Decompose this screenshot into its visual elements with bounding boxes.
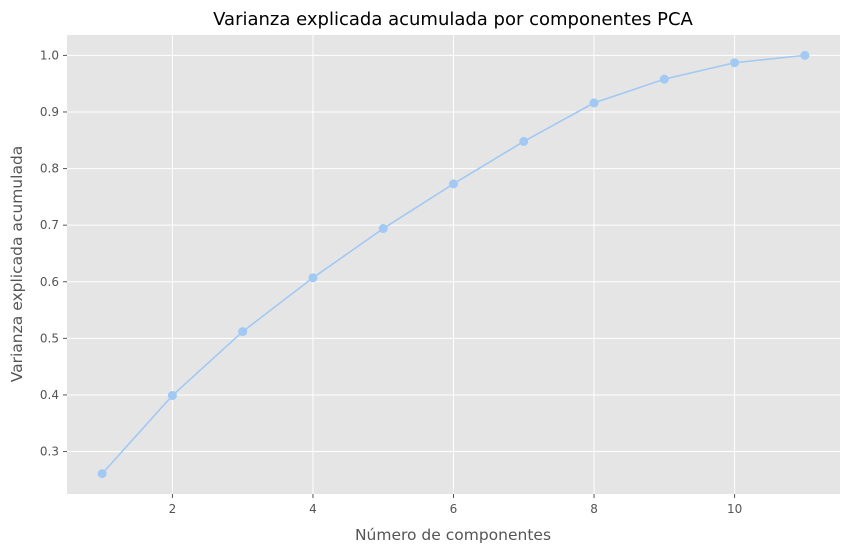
series — [97, 50, 810, 479]
data-point — [238, 327, 248, 337]
data-point — [589, 98, 599, 108]
x-tick-label: 10 — [727, 502, 742, 516]
data-point — [519, 136, 529, 146]
y-tick-label: 0.8 — [40, 162, 59, 176]
data-point — [659, 74, 669, 84]
y-tick-label: 0.3 — [40, 445, 59, 459]
chart-title: Varianza explicada acumulada por compone… — [213, 9, 693, 30]
y-tick-label: 0.7 — [40, 218, 59, 232]
x-tick-label: 2 — [169, 502, 177, 516]
y-tick-label: 0.6 — [40, 275, 59, 289]
data-point — [449, 179, 458, 189]
y-tick-label: 0.9 — [40, 105, 59, 119]
grid — [67, 35, 840, 494]
x-tick-label: 4 — [309, 502, 317, 516]
data-point — [730, 58, 740, 68]
data-point — [800, 50, 810, 60]
data-point — [378, 224, 388, 234]
y-tick-label: 1.0 — [40, 48, 59, 62]
y-tick-label: 0.4 — [40, 388, 59, 402]
y-tick-label: 0.5 — [40, 331, 59, 345]
data-point — [97, 469, 107, 479]
x-tick-label: 8 — [590, 502, 598, 516]
data-point — [167, 391, 177, 401]
y-axis-label: Varianza explicada acumulada — [8, 146, 26, 383]
x-axis-label: Número de componentes — [355, 526, 551, 544]
ticks: 2 4 6 8 10 0.3 0.4 0.5 0.6 0.7 0.8 0.9 1.0 — [40, 48, 742, 516]
x-tick-label: 6 — [450, 502, 458, 516]
data-point — [308, 273, 318, 283]
